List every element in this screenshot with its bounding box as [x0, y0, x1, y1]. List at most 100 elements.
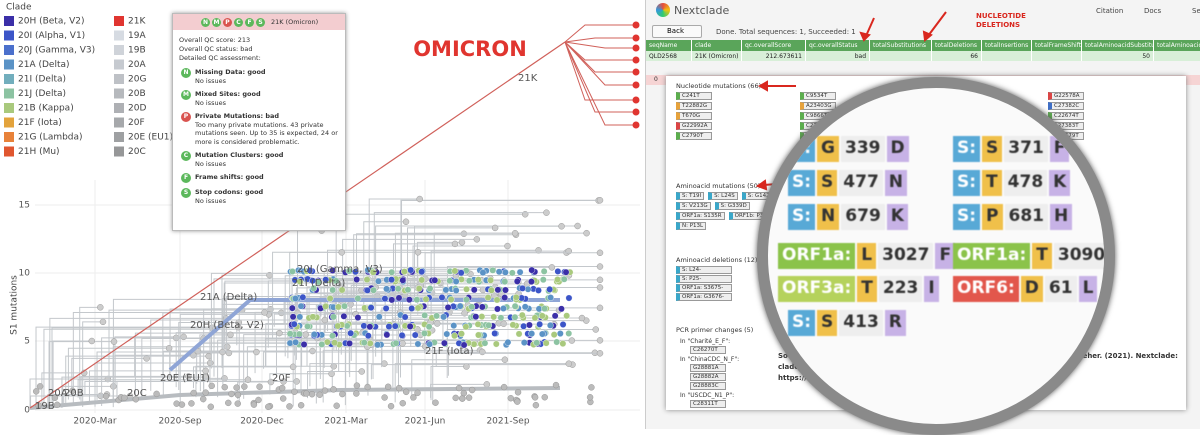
base-dot — [207, 403, 214, 410]
tip-dot — [261, 309, 268, 316]
qc-icon: C — [181, 151, 191, 161]
clade-dot — [478, 313, 486, 321]
pcr-primer: In "Charité_E_F": — [680, 338, 731, 345]
clade-dot — [512, 293, 520, 301]
branch — [96, 351, 257, 400]
legend-swatch — [4, 59, 14, 70]
clade-dot — [465, 277, 473, 285]
clade-dot — [460, 341, 468, 349]
ref: T — [1032, 243, 1052, 269]
base-dot — [308, 391, 316, 398]
clade-dot — [546, 285, 554, 293]
nav-link[interactable]: Settings — [1192, 7, 1200, 15]
clade-label: 20B — [64, 388, 84, 399]
tip-dot — [416, 195, 423, 203]
alt: N — [884, 170, 908, 196]
base-dot — [279, 384, 286, 392]
row-index: 0 — [654, 76, 658, 83]
clade-dot — [391, 322, 399, 330]
clade-dot — [329, 286, 337, 294]
tip-dot — [511, 230, 519, 237]
clade-dot — [400, 268, 408, 276]
legend-swatch — [4, 16, 14, 26]
nav-link[interactable]: Citation — [1096, 7, 1124, 15]
aa-deletion: S: L24- — [676, 266, 732, 274]
nav-link[interactable]: Docs — [1144, 7, 1162, 15]
base-dot — [303, 390, 310, 397]
branch — [272, 251, 419, 340]
clade-dot — [539, 276, 547, 284]
base-dot — [255, 396, 262, 404]
branches — [29, 195, 604, 408]
base-dot — [339, 390, 346, 398]
aa-mutation: ORF1a: S135R — [676, 212, 725, 220]
base-dot — [500, 383, 508, 391]
legend-swatch — [114, 59, 124, 70]
clade-dot — [370, 286, 377, 294]
clade-dot — [401, 313, 409, 321]
tip-dot — [402, 218, 410, 226]
tip-dot — [558, 223, 565, 230]
aa-list: S: T19I S: L24S S: G142DS: V213G S: G339DOR… — [674, 191, 804, 231]
legend-label: 20J (Gamma, V3) — [18, 46, 95, 56]
table-header: seqName clade qc.overallScore qc.overallSta… — [646, 40, 1200, 51]
omicron-leaf — [564, 37, 636, 43]
base-dot — [384, 383, 392, 390]
base-dot — [432, 399, 439, 406]
base-dot — [297, 402, 305, 409]
clade-dot — [290, 320, 298, 328]
qc-detail: No issues — [195, 76, 226, 85]
qc-badge: S — [256, 17, 265, 27]
clade-dot — [286, 330, 294, 338]
cell: QLD2568 — [646, 51, 692, 61]
ref: P — [982, 204, 1003, 230]
cell: 66 — [932, 51, 982, 61]
tip-dot — [110, 338, 118, 345]
tip-dot — [458, 239, 466, 246]
tip-dot — [596, 197, 604, 204]
clade-dot — [468, 303, 476, 311]
aa-deletion: ORF1a: S3675- — [676, 284, 732, 292]
clade-dot — [354, 314, 362, 321]
qc-badge: F — [245, 17, 254, 27]
magnified-mutation: ORF1a: L 3027 F — [778, 243, 957, 269]
column-header: totalInsertions — [982, 40, 1032, 51]
branch — [41, 372, 85, 405]
legend-swatch — [4, 117, 14, 128]
base-dot — [188, 400, 195, 407]
pcr-mutation: G28881A — [690, 364, 726, 372]
omicron-leaf — [564, 24, 636, 43]
clade-dot — [408, 305, 416, 312]
clade-dot — [330, 313, 337, 321]
clade-dot — [462, 323, 470, 331]
alt: K — [1049, 170, 1071, 196]
base-dot — [316, 391, 323, 398]
clade-dot — [521, 303, 529, 311]
y-tick-label: 5 — [24, 337, 30, 347]
magnified-mutation: S: G 339 D — [788, 136, 911, 162]
tip-dot — [227, 331, 234, 339]
base-dot — [153, 390, 160, 398]
branch — [273, 313, 356, 327]
column-header: seqName — [646, 40, 692, 51]
branch — [49, 317, 227, 405]
nuc-mutation: C9534T — [800, 92, 836, 100]
base-dot — [468, 386, 476, 394]
clade-dot — [481, 339, 489, 347]
qc-text: Private Mutations: bad Too many private m… — [195, 112, 339, 146]
legend-label: 21J (Delta) — [18, 89, 66, 99]
tip-dot — [293, 378, 300, 385]
base-dot — [241, 383, 248, 390]
magnified-mutation: S: S 413 R — [788, 310, 908, 336]
base-dot — [279, 395, 287, 402]
aa-mutation: S: V213G — [676, 202, 711, 210]
tip-dot — [381, 360, 388, 367]
legend-label: 21A (Delta) — [18, 60, 70, 70]
branch — [80, 375, 189, 405]
clade-dot — [502, 286, 509, 294]
clade-dot — [540, 267, 548, 275]
tip-dot — [543, 209, 550, 216]
magnified-mutation: S: T 478 K — [953, 170, 1072, 196]
clade-dot — [565, 294, 573, 302]
back-button[interactable]: Back — [652, 25, 702, 38]
